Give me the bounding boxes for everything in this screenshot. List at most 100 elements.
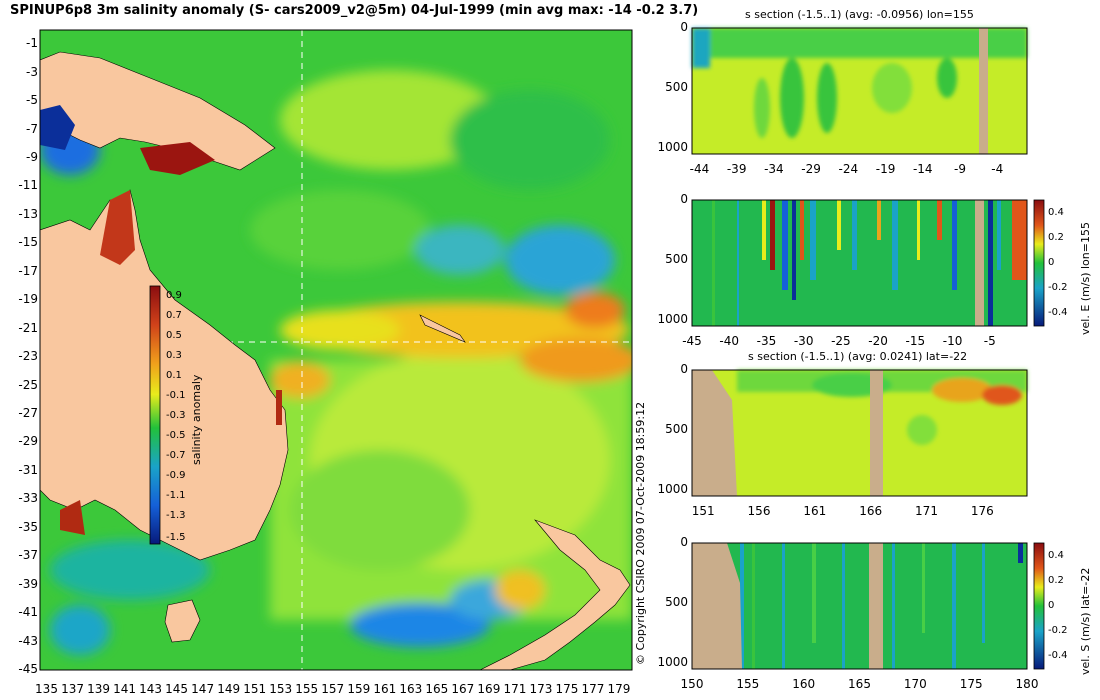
section-x-tick: -4 [991, 162, 1004, 176]
section2-colorbar [1033, 199, 1045, 327]
map-x-tick: 167 [451, 682, 475, 696]
map-y-tick: -29 [18, 434, 38, 449]
section-x-tick: -19 [875, 162, 896, 176]
section-x-tick: 155 [736, 677, 760, 691]
map-cbar-tick: -0.5 [166, 430, 186, 441]
velocity-cbar-tick: 0.4 [1048, 549, 1064, 561]
section-x-tick: -20 [868, 334, 888, 348]
map-x-tick: 149 [217, 682, 241, 696]
section-x-tick: 156 [747, 504, 771, 518]
section2-colorbar-label: vel. E (m/s) lon=155 [1079, 222, 1092, 335]
section-x-tick: -14 [912, 162, 933, 176]
section-x-tick: -45 [682, 334, 702, 348]
velocity-cbar-tick: 0.2 [1048, 231, 1064, 243]
map-cbar-tick: -1.1 [166, 490, 186, 501]
map-cbar-tick: -0.3 [166, 410, 186, 421]
section-y-tick: 1000 [657, 312, 688, 326]
map-x-tick: 151 [243, 682, 267, 696]
velocity-cbar-tick: 0 [1048, 600, 1055, 611]
section4-colorbar [1033, 542, 1045, 670]
copyright-text: © Copyright CSIRO 2009 07-Oct-2009 18:59… [634, 401, 647, 665]
section-x-tick: -25 [831, 334, 851, 348]
section-y-tick: 1000 [657, 482, 688, 496]
salinity-map [39, 29, 633, 671]
section-y-tick: 0 [680, 362, 688, 376]
map-x-tick: 157 [321, 682, 345, 696]
section-x-tick: -35 [756, 334, 777, 348]
section4-plot [691, 542, 1028, 670]
section-x-tick: 170 [903, 677, 927, 691]
map-y-tick: -33 [18, 491, 38, 506]
section1-title: s section (-1.5..1) (avg: -0.0956) lon=1… [745, 8, 974, 21]
map-colorbar-label: salinity anomaly [190, 374, 203, 465]
map-x-tick: 177 [581, 682, 605, 696]
map-x-tick: 159 [347, 682, 371, 696]
map-x-tick: 137 [61, 682, 84, 696]
land-tasmania [164, 599, 201, 643]
section-x-tick: 175 [959, 677, 983, 691]
map-cbar-tick: 0.1 [166, 370, 182, 381]
section-y-tick: 500 [665, 595, 688, 609]
section-x-tick: -40 [719, 334, 740, 348]
section-x-tick: -15 [905, 334, 926, 348]
section-x-tick: -39 [726, 162, 747, 176]
section4-colorbar-label: vel. S (m/s) lat=-22 [1079, 567, 1092, 675]
map-cbar-tick: 0.7 [166, 310, 182, 321]
map-x-tick: 147 [191, 682, 215, 696]
land-new-zealand [479, 519, 631, 670]
land-new-caledonia [419, 314, 466, 343]
map-x-tick: 155 [295, 682, 319, 696]
velocity-cbar-tick: -0.2 [1048, 282, 1068, 294]
section-x-tick: -24 [838, 162, 859, 176]
map-y-tick: -11 [18, 178, 38, 193]
section-x-tick: -30 [793, 334, 814, 348]
map-x-tick: 179 [607, 682, 631, 696]
section3-plot [691, 369, 1028, 497]
map-cbar-tick: -1.5 [166, 532, 186, 543]
section-x-tick: 160 [792, 677, 816, 691]
map-cbar-tick: -0.1 [166, 390, 186, 401]
map-y-tick: -15 [18, 235, 38, 250]
velocity-cbar-tick: -0.4 [1048, 307, 1068, 319]
map-y-tick: -31 [18, 462, 38, 477]
map-y-tick: -5 [26, 93, 38, 108]
map-x-tick: 161 [373, 682, 397, 696]
map-x-tick: 171 [503, 682, 527, 696]
map-x-tick: 139 [87, 682, 110, 696]
section-y-tick: 1000 [657, 655, 688, 669]
map-x-tick: 163 [399, 682, 423, 696]
main-title: SPINUP6p8 3m salinity anomaly (S- cars20… [10, 3, 699, 18]
map-y-tick: -7 [26, 121, 38, 136]
velocity-cbar-tick: -0.4 [1048, 650, 1068, 662]
section-y-tick: 1000 [657, 140, 688, 154]
map-y-tick: -35 [18, 519, 38, 534]
section-x-tick: 161 [803, 504, 827, 518]
section-x-tick: -10 [942, 334, 963, 348]
section-x-tick: 176 [970, 504, 994, 518]
section-x-tick: -29 [801, 162, 821, 176]
section-x-tick: 150 [680, 677, 704, 691]
section2-plot [691, 199, 1028, 327]
map-x-tick: 141 [113, 682, 137, 696]
map-y-tick: -9 [26, 150, 38, 164]
map-y-tick: -25 [18, 377, 38, 392]
section-y-tick: 500 [665, 422, 688, 436]
map-y-tick: -13 [18, 206, 38, 221]
map-cbar-tick: 0.9 [166, 290, 182, 301]
velocity-cbar-tick: 0 [1048, 257, 1055, 268]
map-y-tick: -39 [18, 576, 38, 591]
section-y-tick: 0 [680, 20, 688, 34]
map-cbar-tick: 0.5 [166, 330, 182, 341]
map-y-tick: -37 [18, 548, 38, 563]
velocity-cbar-tick: 0.4 [1048, 206, 1064, 218]
map-cbar-tick: -1.3 [166, 510, 186, 521]
section-y-tick: 500 [665, 80, 688, 94]
section-x-tick: 165 [848, 677, 871, 691]
section-y-tick: 0 [680, 192, 688, 206]
map-cbar-tick: -0.7 [166, 450, 186, 461]
section-x-tick: 171 [915, 504, 938, 518]
map-y-tick: -3 [26, 64, 38, 79]
map-x-tick: 173 [529, 682, 553, 696]
section-y-tick: 500 [665, 252, 688, 266]
map-x-tick: 153 [269, 682, 293, 696]
